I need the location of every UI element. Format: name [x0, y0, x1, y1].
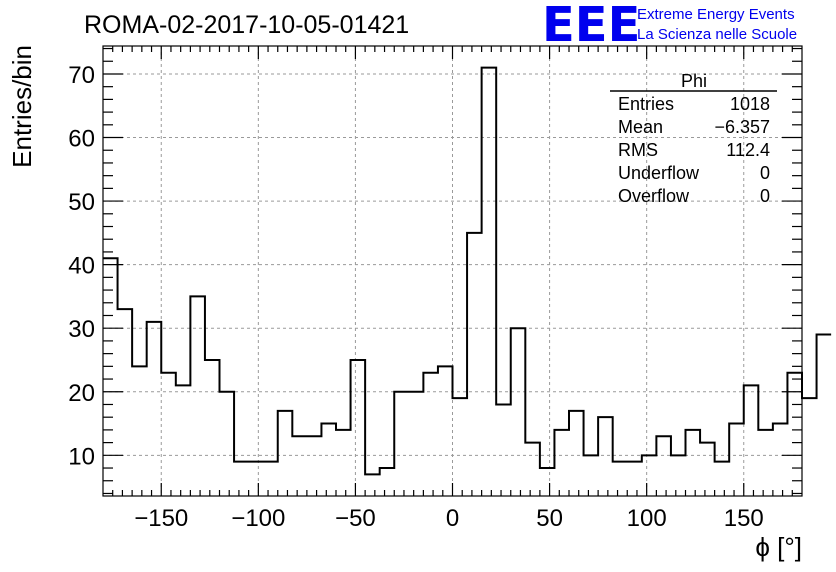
histogram-bin	[190, 296, 205, 496]
histogram-bin	[700, 443, 715, 496]
stats-label: RMS	[618, 140, 658, 160]
stats-value: 1018	[730, 94, 770, 114]
histogram-outline	[103, 66, 832, 476]
x-tick-label: −100	[231, 505, 285, 532]
histogram-bin	[423, 373, 438, 496]
y-tick-label: 20	[68, 380, 95, 407]
stats-label: Entries	[618, 94, 674, 114]
grid-lines	[103, 46, 802, 496]
logo-line-1: Extreme Energy Events	[637, 6, 795, 23]
y-tick-label: 30	[68, 316, 95, 343]
y-tick-label: 50	[68, 189, 95, 216]
histogram-bin	[351, 360, 366, 496]
y-axis-label: Entries/bin	[7, 45, 37, 168]
histogram-bin	[205, 360, 220, 496]
histogram-bin	[220, 392, 235, 496]
stats-title: Phi	[681, 71, 707, 91]
histogram-bin	[438, 366, 453, 496]
histogram-bin	[598, 417, 613, 496]
histogram-bin	[336, 430, 351, 496]
histogram-bin	[554, 430, 569, 496]
histogram-bin	[729, 424, 744, 496]
histogram-bin	[409, 392, 424, 496]
histogram-bin	[263, 462, 278, 496]
histogram-bin	[671, 455, 686, 496]
stats-rows: Entries 1018 Mean −6.357 RMS 112.4 Underflow 0 O…	[618, 94, 770, 206]
y-tick-label: 60	[68, 126, 95, 153]
histogram-bin	[817, 335, 832, 496]
histogram-bin	[715, 462, 730, 496]
histogram-bin	[802, 398, 817, 496]
histogram-bin	[773, 424, 788, 496]
axis-ticks	[103, 46, 802, 496]
histogram-bin	[686, 430, 701, 496]
y-tick-labels: 10 20 30 40 50 60 70	[68, 62, 95, 470]
x-axis-label: ϕ [°]	[755, 532, 802, 562]
histogram-bin	[511, 328, 526, 496]
histogram-bin	[525, 443, 540, 496]
histogram-bin	[380, 468, 395, 496]
histogram-bin	[584, 455, 599, 496]
y-tick-label: 10	[68, 443, 95, 470]
histogram-bin	[118, 309, 133, 496]
stats-label: Mean	[618, 117, 663, 137]
histogram-bin	[176, 385, 191, 496]
histogram-bin	[147, 322, 162, 496]
histogram-bin	[103, 258, 118, 496]
histogram-bin	[249, 462, 264, 496]
histogram-bin	[482, 68, 497, 496]
histogram-bin	[365, 474, 380, 496]
histogram-bin	[467, 233, 482, 496]
histogram-bin	[394, 392, 409, 496]
histogram-bin	[569, 411, 584, 496]
histogram-bin	[496, 404, 511, 496]
histogram-bin	[744, 385, 759, 496]
histogram-bin	[627, 462, 642, 496]
figure-title: ROMA-02-2017-10-05-01421	[84, 11, 409, 39]
x-tick-label: 100	[627, 505, 667, 532]
histogram-bin	[613, 462, 628, 496]
x-tick-label: 50	[536, 505, 563, 532]
histogram-bin	[642, 455, 657, 496]
y-tick-label: 70	[68, 62, 95, 89]
histogram-bin	[234, 462, 249, 496]
x-tick-label: −50	[335, 505, 376, 532]
stats-value: 0	[760, 186, 770, 206]
histogram-bin	[656, 436, 671, 496]
histogram-steps	[103, 66, 832, 496]
x-tick-label: 0	[446, 505, 459, 532]
histogram-bin	[292, 436, 307, 496]
x-tick-label: −150	[134, 505, 188, 532]
stats-label: Underflow	[618, 163, 700, 183]
stats-value: 0	[760, 163, 770, 183]
histogram-bin	[453, 398, 468, 496]
y-tick-label: 40	[68, 253, 95, 280]
eee-logo-mark: EEE	[542, 0, 640, 53]
histogram-bin	[321, 424, 336, 496]
histogram-bin	[278, 411, 293, 496]
eee-logo: EEE Extreme Energy Events La Scienza nel…	[542, 0, 797, 53]
stats-label: Overflow	[618, 186, 690, 206]
histogram-bin	[758, 430, 773, 496]
logo-line-2: La Scienza nelle Scuole	[637, 26, 797, 43]
x-tick-label: 150	[724, 505, 764, 532]
histogram-bin	[161, 373, 176, 496]
stats-box: Phi Entries 1018 Mean −6.357 RMS 112.4 Underfl…	[610, 71, 777, 206]
histogram-bin	[307, 436, 322, 496]
histogram-bin	[540, 468, 555, 496]
stats-value: 112.4	[726, 140, 770, 160]
x-tick-labels: −150 −100 −50 0 50 100 150	[134, 505, 764, 532]
stats-value: −6.357	[714, 117, 770, 137]
histogram-bin	[132, 366, 147, 496]
